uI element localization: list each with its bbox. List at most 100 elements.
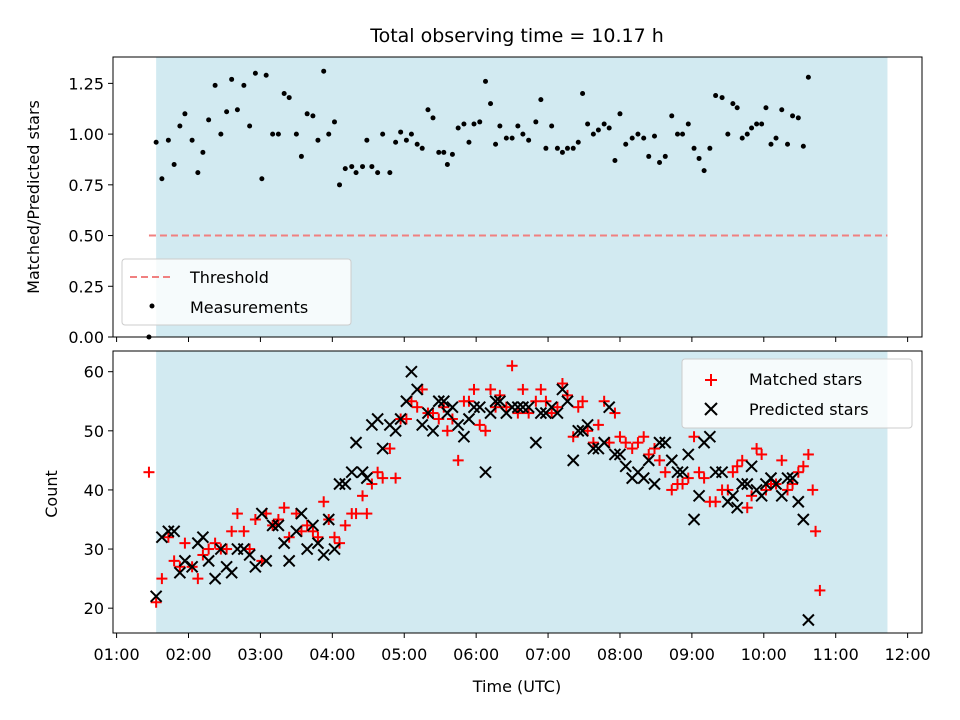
predicted-star-point (642, 454, 655, 467)
matched-star-point (776, 454, 788, 466)
measurement-point (263, 72, 269, 78)
predicted-star-point (249, 560, 262, 573)
matched-star-point (372, 466, 384, 478)
bottom-y-ticks: 20 30 40 50 60 (84, 363, 113, 618)
predicted-stars-points (149, 365, 815, 627)
predicted-star-point (597, 436, 611, 449)
measurement-point (281, 91, 287, 97)
matched-star-point (540, 395, 552, 407)
measurement-point (503, 135, 509, 141)
predicted-star-point (567, 454, 580, 467)
matched-star-point (226, 525, 238, 537)
matched-star-point (474, 419, 486, 431)
measurement-point (331, 119, 337, 125)
predicted-star-point (243, 548, 256, 562)
predicted-star-point (665, 454, 678, 467)
predicted-star-point (572, 424, 585, 438)
matched-legend-swatch (705, 374, 717, 386)
measurement-point (403, 137, 409, 143)
predicted-star-point (356, 465, 369, 479)
predicted-star-point (173, 566, 187, 579)
predicted-star-point (345, 465, 358, 479)
matched-star-point (143, 466, 155, 478)
y-tick-label: 0.25 (68, 277, 104, 296)
matched-star-point (626, 443, 638, 455)
measurement-point (805, 74, 811, 80)
measurement-point (800, 143, 806, 149)
measurement-point (585, 121, 591, 127)
measurement-point (696, 155, 702, 161)
predicted-star-point (376, 442, 389, 455)
predicted-star-point (489, 395, 502, 408)
x-axis-label: Time (UTC) (472, 677, 561, 696)
matched-star-point (301, 519, 313, 531)
measurement-point (482, 78, 488, 84)
matched-star-point (693, 466, 705, 478)
measurement-point (449, 151, 455, 157)
matched-star-point (572, 401, 584, 413)
predicted-star-point (149, 590, 163, 603)
predicted-star-point (426, 424, 440, 438)
measurement-point (234, 107, 240, 113)
predicted-star-point (802, 613, 815, 627)
bottom-axes-frame (112, 350, 923, 634)
matched-star-point (736, 454, 748, 466)
measurement-point (321, 68, 327, 74)
measurement-point (310, 113, 316, 119)
measurements-legend-swatch (149, 303, 155, 309)
measurement-point (768, 141, 774, 147)
matched-star-point (150, 596, 162, 608)
measurement-point (206, 117, 212, 123)
matched-star-point (411, 401, 423, 413)
measurement-point (509, 135, 515, 141)
measurement-point (393, 139, 399, 145)
bottom-y-axis-label: Count (42, 470, 61, 518)
predicted-star-point (214, 542, 228, 556)
measurement-point (701, 168, 707, 174)
measurement-point (353, 170, 359, 176)
matched-star-point (328, 531, 340, 543)
matched-star-point (249, 513, 261, 525)
measurement-point (466, 139, 472, 145)
predicted-star-point (410, 383, 424, 396)
measurement-point (651, 133, 657, 139)
bottom-legend-box (681, 358, 913, 429)
measurement-point (153, 139, 159, 145)
predicted-star-point (511, 400, 525, 414)
matched-star-point (377, 472, 389, 484)
predicted-star-point (682, 448, 695, 461)
predicted-star-point (259, 554, 273, 568)
predicted-star-point (328, 542, 341, 556)
measurement-point (749, 125, 755, 131)
matched-star-point (654, 454, 666, 466)
measurement-point (444, 162, 450, 168)
measurement-point (719, 95, 725, 101)
y-tick-label: 0.75 (68, 176, 104, 195)
predicted-star-point (745, 460, 758, 473)
predicted-star-point (162, 525, 175, 538)
predicted-star-point (317, 548, 330, 562)
measurement-point (685, 121, 691, 127)
matched-star-point (523, 407, 535, 419)
measurement-point (739, 135, 745, 141)
matched-star-point (620, 437, 632, 449)
predicted-star-point (692, 489, 706, 503)
matched-star-point (197, 549, 209, 561)
measurement-point (617, 111, 623, 117)
measurement-point (477, 119, 483, 125)
bottom-panel: 20 30 40 50 60 01:00 02:00 03:00 04:00 05:00 06:0… (42, 350, 931, 696)
measurement-point (559, 149, 565, 155)
matched-star-point (209, 537, 221, 549)
measurement-point (247, 123, 253, 129)
top-y-ticks: 0.00 0.25 0.50 0.75 1.00 1.25 (68, 74, 113, 347)
predicted-star-point (730, 501, 744, 514)
predicted-star-point (295, 507, 308, 520)
predicted-star-point (484, 406, 497, 420)
x-tick-label: 12:00 (885, 645, 931, 664)
measurement-point (612, 157, 618, 163)
matched-star-point (710, 496, 722, 508)
measurement-point (315, 137, 321, 143)
predicted-star-point (703, 430, 717, 443)
predicted-star-point (676, 465, 689, 479)
